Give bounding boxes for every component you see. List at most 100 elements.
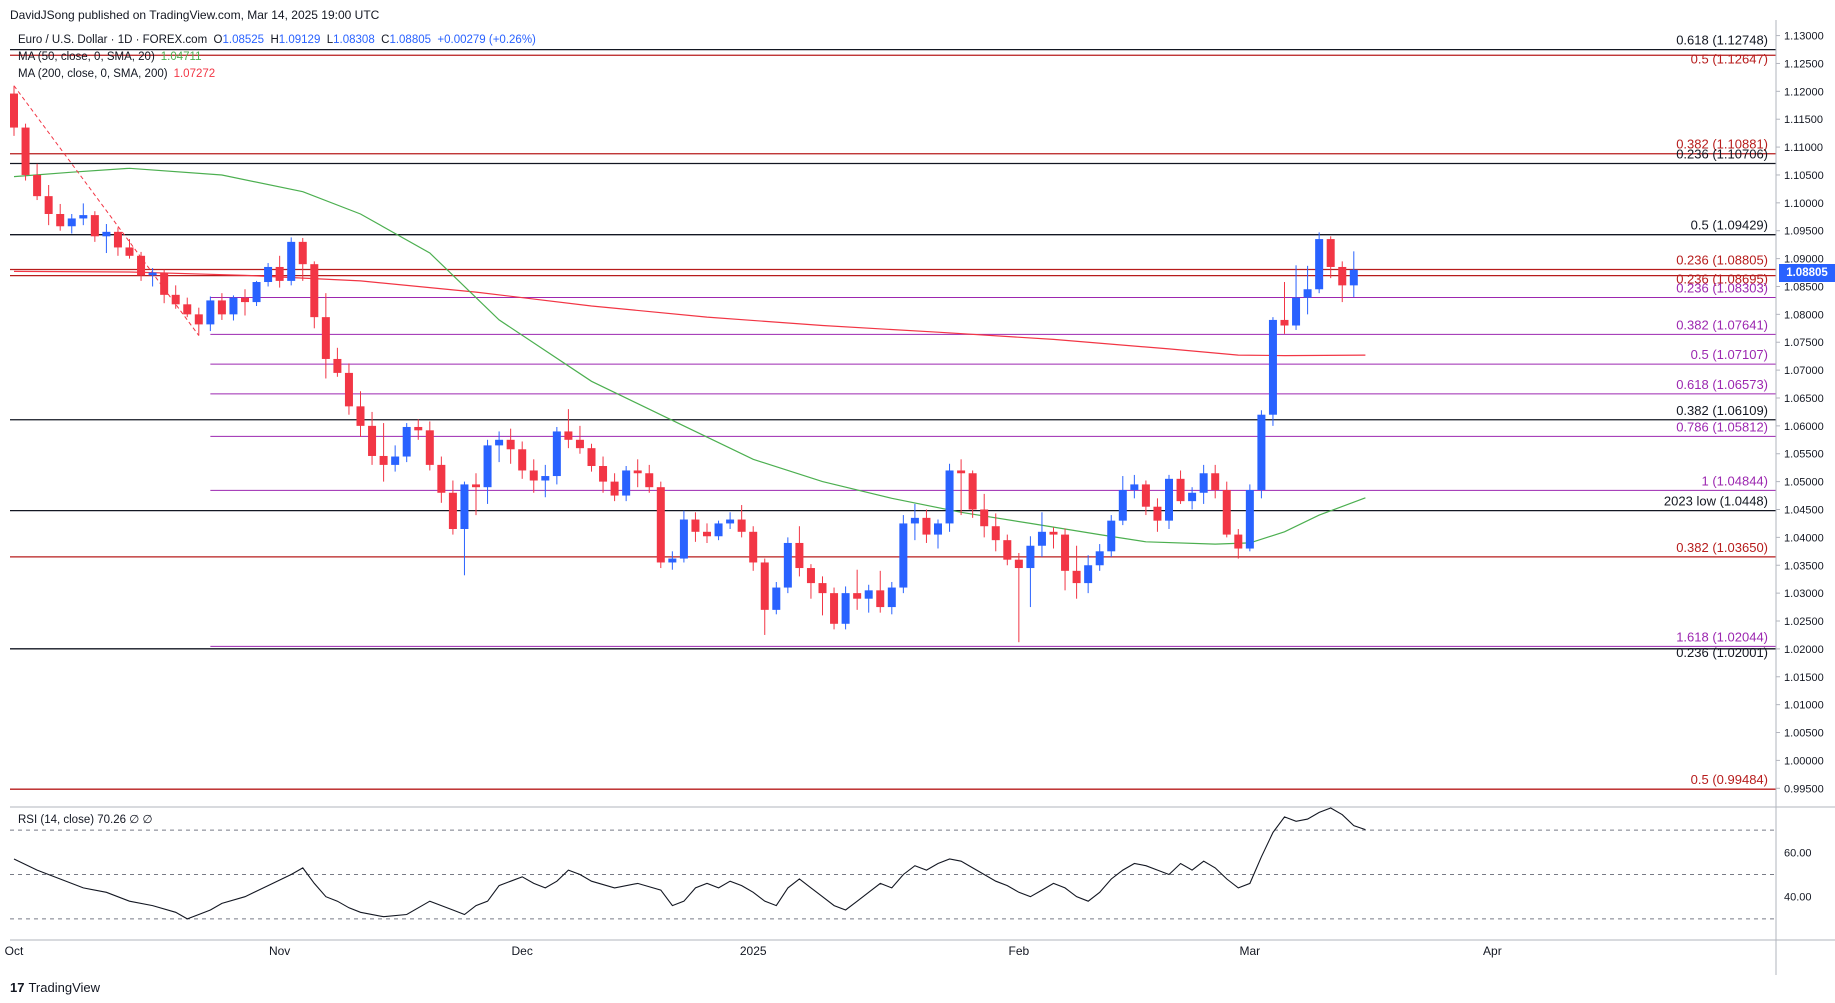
ma200-value: 1.07272	[173, 68, 216, 80]
candle-body	[160, 272, 169, 295]
candle-body	[414, 426, 423, 431]
candle-body	[437, 464, 446, 493]
fib-levels: 0.618 (1.12748) 0.5 (1.12647) 0.382 (1.108…	[10, 33, 1776, 790]
candle-body	[125, 247, 134, 256]
close-label: C	[381, 34, 390, 46]
low-label: L	[326, 34, 334, 46]
level-label: 0.236 (1.02001)	[1676, 645, 1768, 660]
level-label: 2023 low (1.0448)	[1664, 494, 1768, 509]
candle-body	[1118, 489, 1127, 521]
price-tick-label: 1.03000	[1784, 588, 1824, 600]
price-tick-label: 1.07500	[1784, 337, 1824, 349]
candle-body	[991, 526, 1000, 541]
price-tick-label: 1.02000	[1784, 644, 1824, 656]
level-label: 0.382 (1.03650)	[1676, 540, 1768, 555]
price-axis[interactable]: 1.13000 1.12500 1.12000 1.11500 1.11000 1.105…	[10, 20, 1835, 975]
ma50-legend[interactable]: MA (50, close, 0, SMA, 20) 1.04711	[18, 51, 202, 63]
candle-body	[298, 241, 307, 265]
candle-body	[79, 215, 88, 219]
candle-body	[1084, 565, 1093, 584]
candle-body	[749, 531, 758, 563]
last-price-tag: 1.08805	[1779, 264, 1835, 282]
candle-body	[21, 127, 30, 175]
high-value: 1.09129	[278, 34, 321, 46]
candle-body	[483, 445, 492, 488]
time-axis[interactable]: Oct Nov Dec 2025 Feb Mar Apr	[5, 944, 1502, 958]
price-tick-label: 1.08000	[1784, 309, 1824, 321]
candle-body	[760, 562, 769, 610]
candle-body	[1061, 534, 1070, 571]
price-tick-label: 1.01500	[1784, 672, 1824, 684]
candle-body	[460, 484, 469, 530]
candle-body	[783, 542, 792, 588]
candle-body	[171, 294, 180, 305]
candle-body	[679, 519, 688, 559]
candle-body	[402, 426, 411, 457]
change-value: +0.00279 (+0.26%)	[437, 34, 536, 46]
candle-body	[703, 531, 711, 537]
candle-body	[472, 484, 480, 488]
candle-body	[1037, 531, 1046, 546]
candle-body	[1026, 545, 1035, 569]
candle-body	[1245, 489, 1254, 549]
candle-body	[183, 304, 192, 315]
candle-body	[737, 519, 746, 532]
price-tick-label: 1.04500	[1784, 504, 1824, 516]
time-tick-label: Nov	[269, 944, 290, 958]
rsi-legend[interactable]: RSI (14, close) 70.26 ∅ ∅	[18, 812, 152, 826]
price-tick-label: 1.00500	[1784, 728, 1824, 740]
price-tick-label: 1.11000	[1784, 142, 1823, 154]
candle-body	[113, 231, 122, 248]
candle-body	[564, 431, 573, 440]
price-tick-label: 1.10500	[1784, 170, 1824, 182]
price-tick-label: 1.05500	[1784, 449, 1824, 461]
candle-body	[1130, 484, 1139, 490]
candle-body	[957, 470, 966, 474]
symbol-legend[interactable]: Euro / U.S. Dollar · 1D · FOREX.com O1.0…	[18, 34, 536, 46]
candle-body	[910, 517, 919, 524]
candle-body	[726, 519, 735, 524]
candle-body	[1257, 414, 1266, 490]
candle-body	[1199, 473, 1208, 493]
level-label: 0.786 (1.05812)	[1676, 419, 1768, 434]
candle-body	[229, 297, 238, 315]
price-tick-label: 1.13000	[1784, 31, 1824, 43]
candle-body	[287, 241, 296, 281]
rsi-tick-label: 40.00	[1784, 892, 1812, 904]
moving-averages	[13, 85, 1366, 545]
candlesticks[interactable]	[10, 85, 1358, 643]
candle-body	[864, 590, 873, 599]
candle-body	[541, 476, 550, 481]
candle-body	[310, 264, 319, 318]
rsi-extra: ∅ ∅	[129, 814, 153, 826]
level-label: 1 (1.04844)	[1702, 473, 1769, 488]
candle-body	[841, 593, 850, 624]
candle-body	[575, 439, 584, 449]
tradingview-brand[interactable]: 17 TradingView	[10, 980, 100, 995]
candle-body	[67, 218, 76, 227]
price-tick-label: 1.10000	[1784, 198, 1824, 210]
candle-body	[264, 266, 273, 283]
price-tick-label: 1.04000	[1784, 532, 1824, 544]
candle-body	[772, 587, 781, 610]
level-label: 0.5 (0.99484)	[1691, 772, 1768, 787]
price-tick-label: 1.02500	[1784, 616, 1824, 628]
candle-body	[899, 523, 908, 588]
candle-body	[10, 93, 18, 128]
candle-body	[1014, 559, 1023, 569]
candle-body	[1326, 239, 1335, 267]
price-tick-label: 1.12000	[1784, 86, 1824, 98]
candle-body	[344, 372, 353, 407]
candle-body	[633, 470, 642, 474]
candle-body	[33, 174, 42, 197]
ma200-legend[interactable]: MA (200, close, 0, SMA, 200) 1.07272	[18, 68, 215, 80]
candle-body	[1292, 297, 1301, 326]
publisher-line: DavidJSong published on TradingView.com,…	[10, 8, 380, 22]
candle-body	[391, 456, 400, 465]
candle-body	[1072, 570, 1081, 584]
candle-body	[1141, 484, 1150, 507]
candle-body	[90, 215, 99, 237]
level-label: 0.618 (1.06573)	[1676, 377, 1768, 392]
time-tick-label: Dec	[512, 944, 533, 958]
candle-body	[1315, 239, 1324, 290]
